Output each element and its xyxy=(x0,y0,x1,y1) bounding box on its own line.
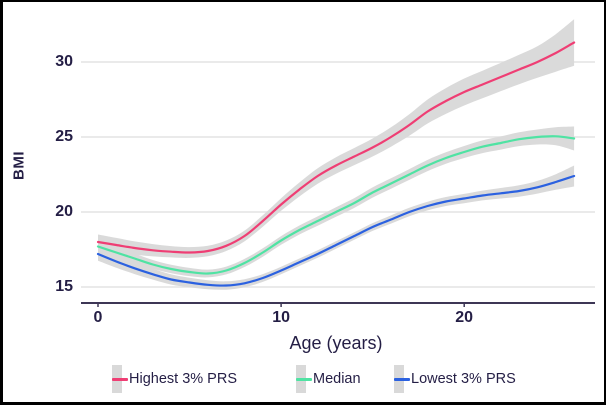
line-swatch xyxy=(296,378,312,381)
x-tick-label: 0 xyxy=(93,309,103,326)
y-tick-label: 15 xyxy=(55,278,73,295)
line-swatch xyxy=(112,378,128,381)
legend-item-median: Median xyxy=(296,365,361,393)
legend: Highest 3% PRS Median Lowest 3% PRS xyxy=(3,365,604,395)
x-tick-label: 20 xyxy=(455,309,474,326)
legend-label: Median xyxy=(313,371,361,387)
confidence-band-swatch xyxy=(394,365,410,393)
legend-item-lowest-prs: Lowest 3% PRS xyxy=(394,365,516,393)
confidence-band-swatch xyxy=(296,365,312,393)
y-tick-label: 20 xyxy=(55,203,73,220)
line-swatch xyxy=(394,378,410,381)
y-tick-label: 25 xyxy=(55,128,73,145)
confidence-band-swatch xyxy=(112,365,128,393)
y-axis-title: BMI xyxy=(10,151,28,180)
legend-label: Highest 3% PRS xyxy=(129,371,237,387)
x-axis-title: Age (years) xyxy=(289,333,383,353)
plot-area xyxy=(81,19,595,307)
legend-item-highest-prs: Highest 3% PRS xyxy=(112,365,237,393)
legend-label: Lowest 3% PRS xyxy=(411,371,516,387)
x-tick-label: 10 xyxy=(272,309,290,326)
y-tick-label: 30 xyxy=(55,53,73,70)
